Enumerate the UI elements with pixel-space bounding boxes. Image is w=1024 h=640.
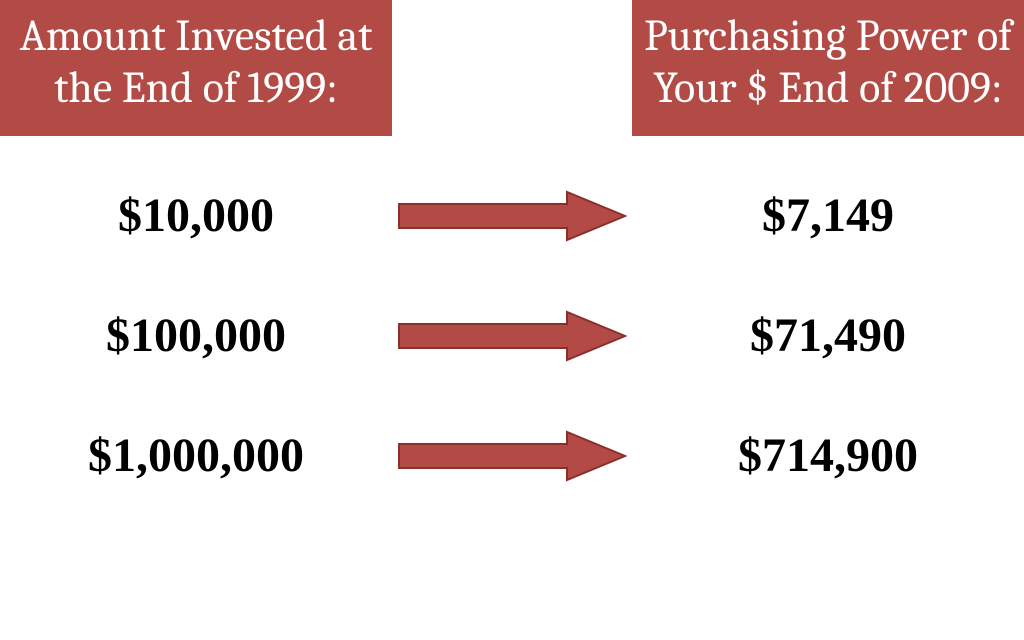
header-left: Amount Invested at the End of 1999: — [0, 0, 392, 136]
purchasing-power-value: $714,900 — [632, 428, 1024, 483]
header-spacer — [392, 0, 632, 136]
data-row: $1,000,000 $714,900 — [0, 396, 1024, 516]
invested-value: $100,000 — [0, 308, 392, 363]
header-row: Amount Invested at the End of 1999: Purc… — [0, 0, 1024, 136]
arrow-cell — [392, 428, 632, 484]
invested-value: $10,000 — [0, 188, 392, 243]
arrow-right-icon — [397, 308, 627, 364]
purchasing-power-value: $7,149 — [632, 188, 1024, 243]
header-right: Purchasing Power of Your $ End of 2009: — [632, 0, 1024, 136]
data-row: $100,000 $71,490 — [0, 276, 1024, 396]
purchasing-power-value: $71,490 — [632, 308, 1024, 363]
arrow-cell — [392, 308, 632, 364]
arrow-cell — [392, 188, 632, 244]
arrow-right-icon — [397, 188, 627, 244]
data-area: $10,000 $7,149 $100,000 $71,490 $1,000,0… — [0, 136, 1024, 516]
arrow-right-icon — [397, 428, 627, 484]
data-row: $10,000 $7,149 — [0, 156, 1024, 276]
invested-value: $1,000,000 — [0, 428, 392, 483]
